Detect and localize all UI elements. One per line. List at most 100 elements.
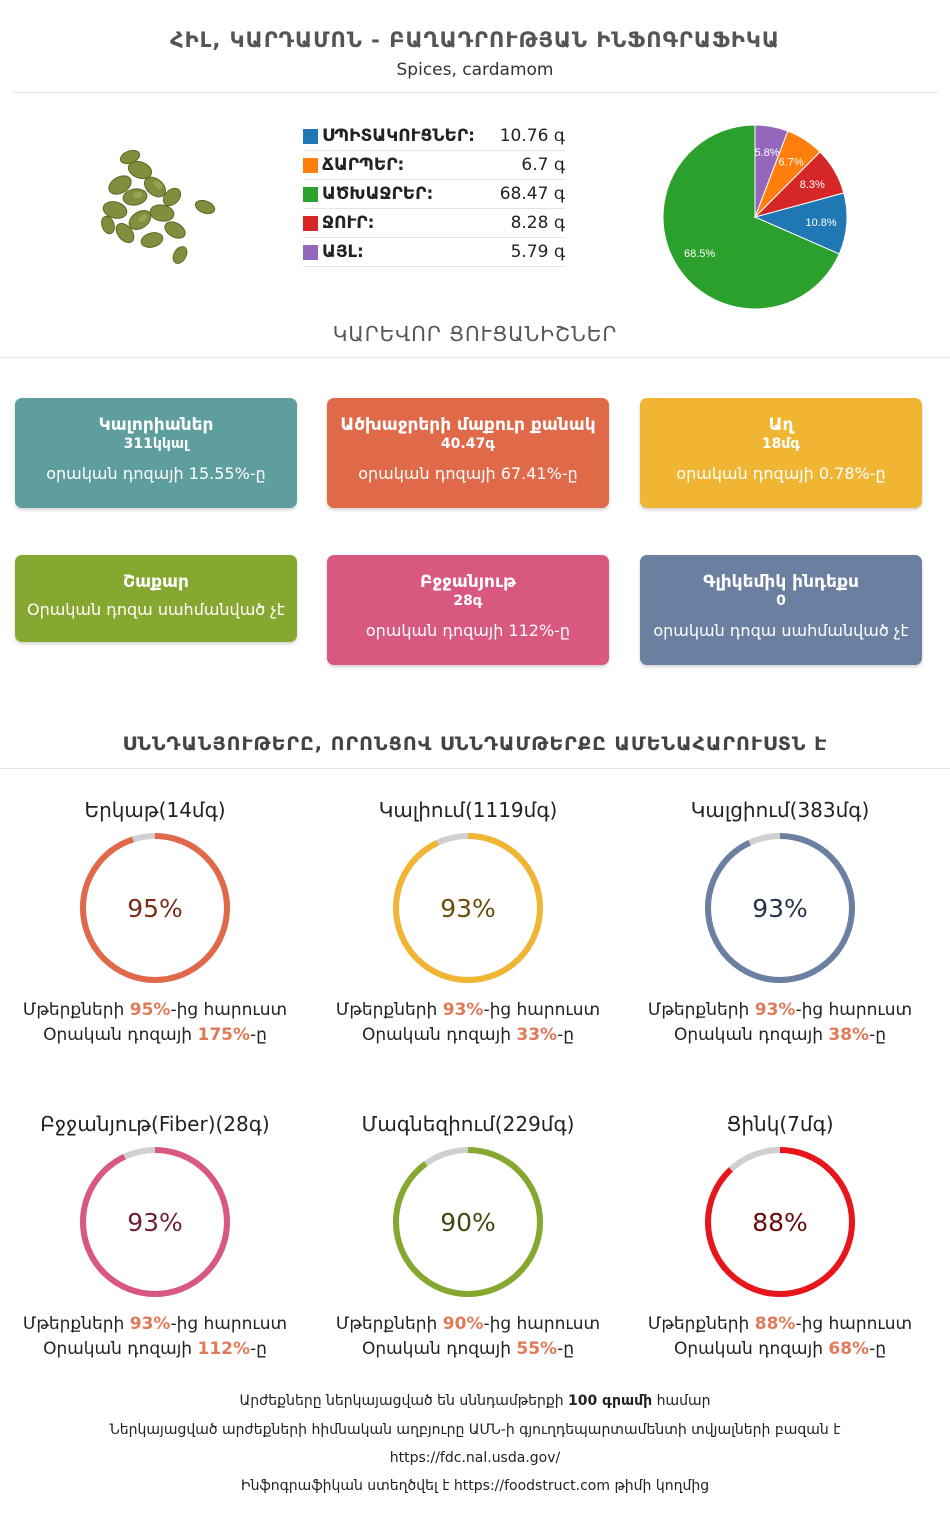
pie-slice (754, 124, 789, 218)
legend-value: 68.47 գ (499, 184, 565, 204)
legend-swatch (303, 244, 318, 260)
pie-slice-label: 6.7% (778, 156, 803, 168)
legend-row-fat: ՃԱՐՊԵՐ: 6.7 գ (303, 151, 565, 180)
card-subtext: օրական դոզայի 0.78%-ը (676, 464, 886, 483)
legend-value: 10.76 գ (499, 126, 565, 146)
nutrient-ring: 93% (80, 1147, 230, 1297)
nutrient-title: Ցինկ(7մգ) (726, 1112, 834, 1136)
nutrient-potassium: Կալիում(1119մգ) 93% Մթերքների 93%-ից հար… (318, 798, 618, 1045)
legend-value: 8.28 գ (510, 213, 565, 233)
footer-note: Արժեքները ներկայացված են սննդամթերքի 100… (239, 1393, 711, 1409)
pie-slice-label: 10.8% (805, 217, 836, 229)
ring-percent-label: 93% (127, 1208, 183, 1237)
nutrient-iron: Երկաթ(14մգ) 95% Մթերքների 95%-ից հարուստ… (5, 798, 305, 1045)
card-subtext: օրական դոզայի 15.55%-ը (46, 464, 266, 483)
ring-progress (705, 833, 855, 983)
legend-label: ՋՈՒՐ: (322, 213, 375, 233)
card-title: Ածխաջրերի մաքուր քանակ (340, 415, 596, 435)
nutrient-rank-text: Մթերքների 93%-ից հարուստ (335, 1000, 601, 1020)
nutrient-title: Երկաթ(14մգ) (84, 798, 226, 822)
card-title: Շաքար (123, 572, 189, 592)
ring-progress (80, 1147, 230, 1297)
card-title: Կալորիաներ (98, 415, 214, 435)
card-value: 311կկալ (123, 436, 189, 452)
card-subtext: Օրական դոզա սահմանված չէ (26, 600, 286, 619)
card-value: 28գ (453, 593, 483, 609)
legend-label: ՃԱՐՊԵՐ: (322, 155, 405, 175)
ring-progress (80, 833, 230, 983)
legend-row-water: ՋՈՒՐ: 8.28 գ (303, 209, 565, 238)
legend-label: ԱՅԼ: (322, 242, 364, 262)
nutrient-daily-text: Օրական դոզայի 33%-ը (361, 1025, 575, 1045)
nutrient-daily-text: Օրական դոզայի 38%-ը (673, 1025, 887, 1045)
nutrient-rank-text: Մթերքների 88%-ից հարուստ (647, 1314, 913, 1334)
ring-percent-label: 88% (752, 1208, 808, 1237)
nutrient-rank-text: Մթերքների 93%-ից հարուստ (647, 1000, 913, 1020)
nutrient-title: Կալցիում(383մգ) (690, 798, 870, 822)
nutrient-ring: 88% (705, 1147, 855, 1297)
ring-percent-label: 95% (127, 894, 183, 923)
pie-slice (662, 124, 840, 310)
card-glycemic-index: Գլիկեմիկ ինդեքս 0 օրական դոզա սահմանված … (640, 555, 922, 665)
nutrient-title: Կալիում(1119մգ) (378, 798, 558, 822)
pie-slice-label: 8.3% (800, 179, 825, 191)
nutrient-title: Մագնեզիում(229մգ) (361, 1112, 575, 1136)
nutrient-rank-text: Մթերքների 95%-ից հարուստ (22, 1000, 288, 1020)
nutrient-ring: 93% (393, 833, 543, 983)
nutrient-daily-text: Օրական դոզայի 68%-ը (673, 1339, 887, 1359)
ring-progress (393, 1147, 543, 1297)
composition-legend: ՍՊԻՏԱԿՈՒՑՆԵՐ: 10.76 գ ՃԱՐՊԵՐ: 6.7 գ ԱԾԽԱ… (303, 122, 565, 267)
legend-row-protein: ՍՊԻՏԱԿՈՒՑՆԵՐ: 10.76 գ (303, 122, 565, 151)
nutrient-rank-text: Մթերքների 90%-ից հարուստ (335, 1314, 601, 1334)
footer-source: Ներկայացված արժեքների հիմնական աղբյուրը … (109, 1422, 841, 1438)
footer-credit: Ինֆոգրաֆիկան ստեղծվել է https://foodstru… (240, 1478, 710, 1494)
card-value: 0 (776, 593, 786, 609)
legend-swatch (303, 157, 318, 173)
card-title: Գլիկեմիկ ինդեքս (703, 572, 859, 592)
page-title: ՀԻԼ, ԿԱՐԴԱՄՈՆ - ԲԱՂԱԴՐՈՒԹՅԱՆ ԻՆՖՈԳՐԱՖԻԿԱ (170, 28, 780, 52)
nutrient-daily-text: Օրական դոզայի 112%-ը (43, 1339, 267, 1359)
card-fiber: Բջջանյութ 28գ օրական դոզայի 112%-ը (327, 555, 609, 665)
composition-pie-chart: 68.5% 10.8% 8.3% 6.7%5.8% (662, 124, 848, 310)
nutrient-ring: 95% (80, 833, 230, 983)
ring-progress (705, 1147, 855, 1297)
card-net-carbs: Ածխաջրերի մաքուր քանակ 40.47գ օրական դոզ… (327, 398, 609, 508)
legend-label: ՍՊԻՏԱԿՈՒՑՆԵՐ: (322, 126, 475, 146)
nutrient-zinc: Ցինկ(7մգ) 88% Մթերքների 88%-ից հարուստ Օ… (630, 1112, 930, 1359)
card-sugar: Շաքար Օրական դոզա սահմանված չէ (15, 555, 297, 642)
legend-swatch (303, 186, 318, 202)
page-subtitle: Spices, cardamom (396, 60, 554, 80)
nutrient-title: Բջջանյութ(Fiber)(28գ) (40, 1112, 270, 1136)
nutrient-daily-text: Օրական դոզայի 175%-ը (43, 1025, 267, 1045)
legend-label: ԱԾԽԱՋՐԵՐ: (322, 184, 434, 204)
footer-source-link[interactable]: https://fdc.nal.usda.gov/ (389, 1450, 561, 1466)
legend-row-carbs: ԱԾԽԱՋՐԵՐ: 68.47 գ (303, 180, 565, 209)
ring-percent-label: 93% (752, 894, 808, 923)
card-title: Աղ (768, 415, 794, 435)
ring-percent-label: 90% (440, 1208, 496, 1237)
nutrient-calcium: Կալցիում(383մգ) 93% Մթերքների 93%-ից հար… (630, 798, 930, 1045)
nutrient-magnesium: Մագնեզիում(229մգ) 90% Մթերքների 90%-ից հ… (318, 1112, 618, 1359)
card-subtext: օրական դոզա սահմանված չէ (653, 621, 909, 640)
nutrient-daily-text: Օրական դոզայի 55%-ը (361, 1339, 575, 1359)
ring-progress (393, 833, 543, 983)
legend-row-other: ԱՅԼ: 5.79 գ (303, 238, 565, 267)
legend-swatch (303, 215, 318, 231)
card-calories: Կալորիաներ 311կկալ օրական դոզայի 15.55%-… (15, 398, 297, 508)
nutrient-fiber: Բջջանյութ(Fiber)(28գ) 93% Մթերքների 93%-… (5, 1112, 305, 1359)
legend-value: 6.7 գ (521, 155, 565, 175)
cardamom-image (101, 149, 216, 264)
nutrient-ring: 93% (705, 833, 855, 983)
card-subtext: օրական դոզայի 67.41%-ը (358, 464, 578, 483)
nutrient-ring: 90% (393, 1147, 543, 1297)
legend-value: 5.79 գ (510, 242, 565, 262)
divider (0, 768, 950, 769)
nutrients-heading: ՍՆՆԴԱՆՅՈՒԹԵՐԸ, ՈՐՈՆՑՈՎ ՍՆՆԴԱՄԹԵՐՔԸ ԱՄԵՆԱ… (122, 733, 828, 755)
card-salt: Աղ 18մգ օրական դոզայի 0.78%-ը (640, 398, 922, 508)
key-facts-heading: ԿԱՐԵՎՈՐ ՑՈՒՑԱՆԻՇՆԵՐ (332, 322, 618, 346)
card-value: 40.47գ (440, 436, 496, 452)
divider (0, 357, 950, 358)
pie-slice-label: 5.8% (754, 147, 779, 159)
card-subtext: օրական դոզայի 112%-ը (365, 621, 571, 640)
pie-slice-label: 68.5% (684, 248, 715, 260)
